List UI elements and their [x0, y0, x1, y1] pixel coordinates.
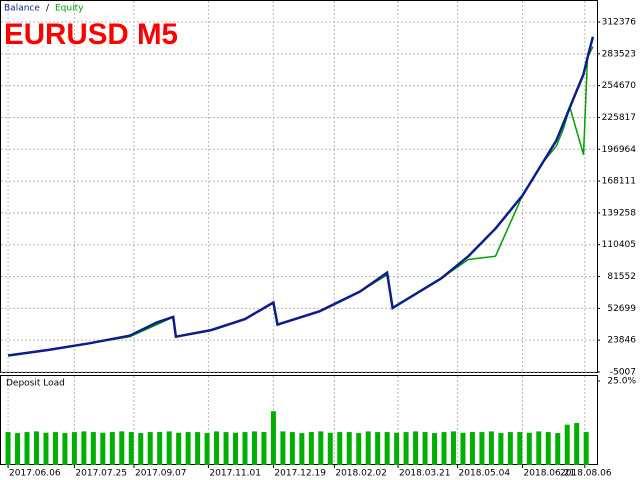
load-bar [479, 432, 485, 465]
load-bar [488, 431, 494, 465]
y-tick-label: 110405 [602, 240, 636, 250]
load-bar [375, 432, 381, 465]
x-tick-label: 2017.06.06 [9, 469, 61, 479]
load-bar [204, 433, 210, 465]
load-bar [507, 432, 513, 465]
load-bar [450, 431, 456, 465]
load-bar [138, 433, 144, 465]
x-tick-label: 2017.12.19 [274, 469, 326, 479]
load-bar [52, 432, 58, 465]
load-bar [261, 432, 267, 465]
load-bar [280, 431, 286, 465]
legend-equity: Equity [55, 4, 84, 14]
load-bar [337, 432, 343, 465]
load-bar [413, 431, 419, 465]
load-bar [71, 432, 77, 465]
load-bar [15, 433, 21, 465]
load-bar [574, 423, 580, 465]
load-bar [119, 431, 125, 465]
load-bar [460, 432, 466, 465]
load-bar [327, 432, 333, 465]
load-bar [318, 431, 324, 465]
y-tick-label: 168111 [602, 177, 636, 187]
x-tick-label: 2018.03.21 [399, 469, 451, 479]
load-bar [526, 432, 532, 465]
load-bar [299, 433, 305, 465]
y-tick-label: -5007 [610, 368, 636, 378]
load-bar [498, 433, 504, 465]
load-bar [346, 432, 352, 465]
load-panel [0, 375, 598, 465]
load-bar [214, 431, 220, 465]
load-bar [100, 432, 106, 465]
load-bar [157, 432, 163, 465]
load-bar [147, 432, 153, 465]
load-bar [356, 433, 362, 465]
load-bar [43, 432, 49, 465]
load-bar [5, 432, 11, 465]
load-bar [166, 431, 172, 465]
load-bar [289, 432, 295, 465]
y-tick-label: 139258 [602, 208, 637, 218]
y-tick-label: 52699 [607, 304, 636, 314]
load-bar [384, 432, 390, 465]
load-bar [536, 431, 542, 465]
main-plot: -5007 23846 52699 81552 110405 139258 168111 19… [1, 1, 636, 378]
load-plot: 25.0% 2017.06.06 2017.07.25 2017.09.07 2017.… [5, 376, 636, 479]
load-bar [583, 432, 589, 465]
x-tick-label: 2017.07.25 [75, 469, 127, 479]
x-tick-label: 2017.09.07 [135, 469, 187, 479]
x-tick-label: 2018.05.04 [459, 469, 511, 479]
x-tick-label: 2018.06.21 [524, 469, 576, 479]
load-bar [33, 431, 39, 465]
load-bar [176, 432, 182, 465]
load-bar [422, 432, 428, 465]
y-tick-label: 312376 [602, 18, 637, 28]
load-bar [185, 432, 191, 465]
load-bar [308, 432, 314, 465]
load-bar [128, 432, 134, 465]
load-bar [195, 432, 201, 465]
load-bar [233, 432, 239, 465]
y-tick-label: 25.0% [607, 377, 636, 387]
legend-separator: / [46, 4, 50, 14]
load-bar [81, 431, 87, 465]
y-tick-label: 225817 [602, 113, 636, 123]
x-tick-label: 2017.11.01 [209, 469, 261, 479]
y-tick-label: 23846 [607, 336, 636, 346]
load-bar [251, 431, 257, 465]
load-bar [90, 432, 96, 465]
series-line [7, 36, 595, 357]
chart-title: EURUSD M5 [4, 18, 178, 51]
load-bar [555, 433, 561, 465]
load-bar [62, 433, 68, 465]
load-bar [469, 432, 475, 465]
load-bar [109, 432, 115, 465]
x-tick-label: 2018.02.02 [335, 469, 387, 479]
load-bar [394, 432, 400, 465]
load-bar [270, 411, 276, 465]
load-bar [517, 432, 523, 465]
y-tick-label: 283523 [602, 49, 636, 59]
load-bar [564, 424, 570, 465]
legend-balance: Balance [4, 4, 40, 14]
y-tick-label: 254670 [602, 81, 637, 91]
load-bar [441, 432, 447, 465]
y-tick-label: 81552 [607, 272, 636, 282]
load-title: Deposit Load [6, 379, 65, 389]
load-bar [365, 431, 371, 465]
load-bar [24, 432, 30, 465]
load-bar [223, 432, 229, 465]
y-tick-label: 196964 [602, 145, 637, 155]
load-bar [432, 433, 438, 465]
load-bar [403, 432, 409, 465]
load-bar [242, 432, 248, 465]
x-tick-label: 2018.08.06 [560, 469, 612, 479]
load-bar [545, 432, 551, 465]
